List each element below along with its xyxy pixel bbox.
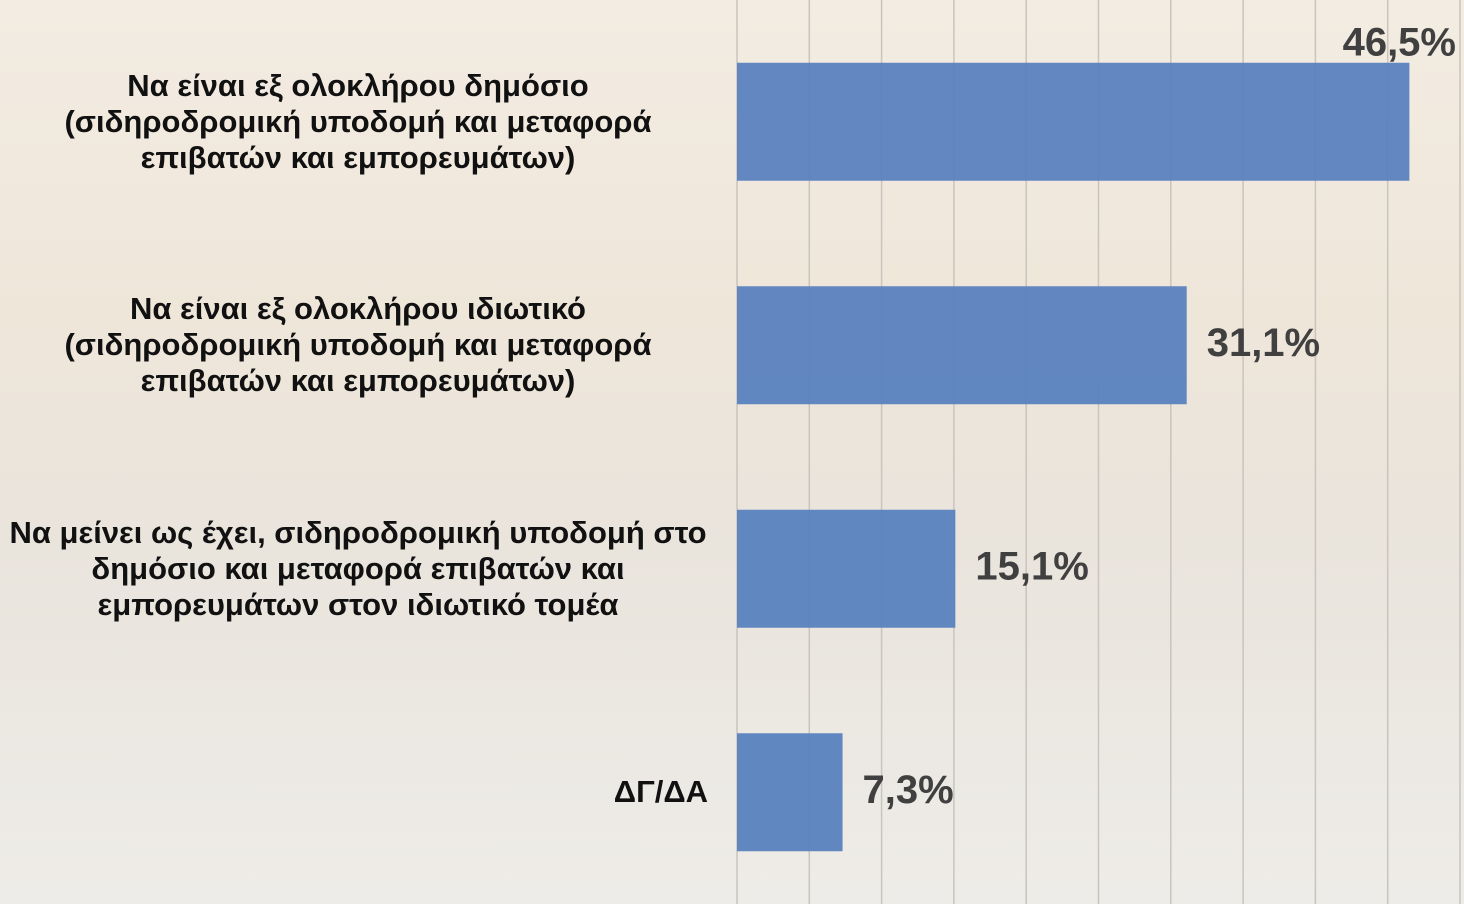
chart: 46,5% 31,1% 15,1% 7,3% Να είναι εξ ολοκλήρο… <box>0 0 1464 904</box>
category-label-box: Να μείνει ως έχει, σιδηροδρομική υποδομή… <box>0 515 708 623</box>
bar <box>737 286 1187 404</box>
category-label: Να είναι εξ ολοκλήρου ιδιωτικό (σιδηροδρ… <box>8 291 708 399</box>
category-label-box: Να είναι εξ ολοκλήρου ιδιωτικό (σιδηροδρ… <box>0 291 708 399</box>
value-label: 15,1% <box>975 544 1088 588</box>
category-label: Να μείνει ως έχει, σιδηροδρομική υποδομή… <box>8 515 708 623</box>
value-label: 46,5% <box>1343 20 1456 64</box>
category-label: Να είναι εξ ολοκλήρου δημόσιο (σιδηροδρο… <box>8 68 708 176</box>
category-label: ΔΓ/ΔΑ <box>614 774 708 810</box>
value-label: 7,3% <box>863 768 954 812</box>
bar <box>737 510 955 628</box>
category-label-box: Να είναι εξ ολοκλήρου δημόσιο (σιδηροδρο… <box>0 68 708 176</box>
value-label: 31,1% <box>1207 321 1320 365</box>
bar <box>737 63 1409 181</box>
category-label-box: ΔΓ/ΔΑ <box>0 774 708 810</box>
bar <box>737 733 843 851</box>
